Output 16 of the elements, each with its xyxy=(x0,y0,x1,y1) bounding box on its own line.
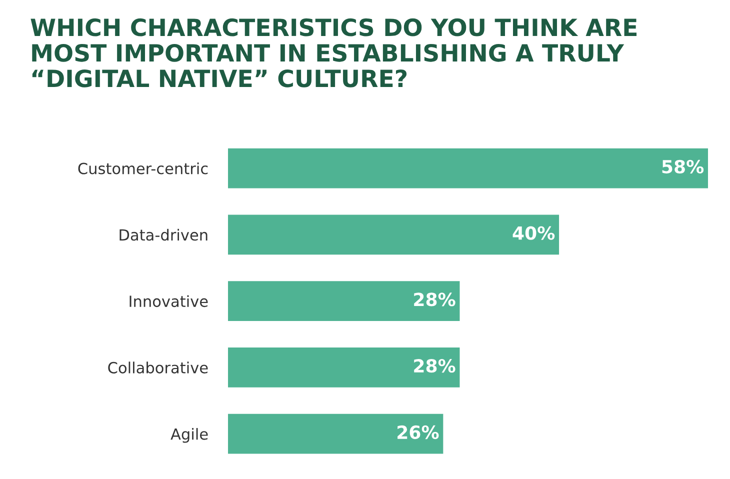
bar xyxy=(228,214,560,255)
y-tick-label: Agile xyxy=(170,428,208,443)
bar xyxy=(228,348,460,388)
bar xyxy=(228,414,444,454)
data-label: 28% xyxy=(414,359,456,373)
y-tick-label: Customer-centric xyxy=(78,162,208,174)
data-label: 58% xyxy=(662,160,704,174)
chart-title: WHICH CHARACTERISTICS DO YOU THINK ARE MOST IMPORTANT IN ESTABLISHING A TRULY “DIGITAL NATIVE” CULTURE? xyxy=(30,18,637,88)
data-label: 40% xyxy=(512,226,555,240)
data-label: 28% xyxy=(414,292,456,306)
y-tick-label: Innovative xyxy=(130,295,208,308)
bar xyxy=(228,281,460,321)
y-tick-label: Collaborative xyxy=(108,362,208,374)
y-tick-label: Data-driven xyxy=(120,228,208,241)
bar xyxy=(228,148,708,188)
data-label: 26% xyxy=(398,425,439,440)
